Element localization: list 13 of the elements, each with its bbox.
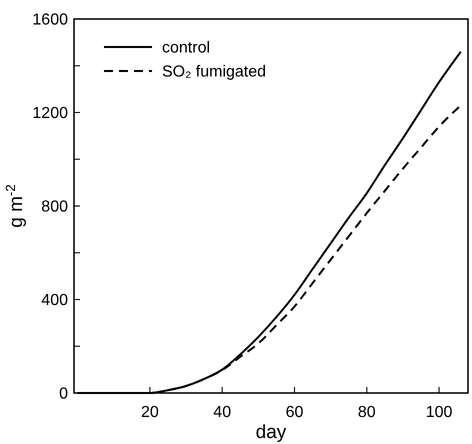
legend-label: control bbox=[162, 40, 210, 57]
x-tick-label: 60 bbox=[286, 404, 304, 421]
y-tick-label: 1600 bbox=[32, 12, 68, 29]
x-tick-label: 100 bbox=[426, 404, 453, 421]
x-tick-label: 80 bbox=[358, 404, 376, 421]
y-tick-label: 1200 bbox=[32, 105, 68, 122]
x-tick-label: 40 bbox=[213, 404, 232, 421]
y-tick-label: 0 bbox=[59, 386, 68, 403]
x-tick-label: 20 bbox=[141, 404, 159, 421]
legend-label: SO₂ fumigated bbox=[162, 64, 266, 81]
y-tick-label: 400 bbox=[41, 292, 68, 310]
x-axis-title: day bbox=[256, 422, 287, 443]
y-tick-label: 800 bbox=[41, 198, 68, 216]
